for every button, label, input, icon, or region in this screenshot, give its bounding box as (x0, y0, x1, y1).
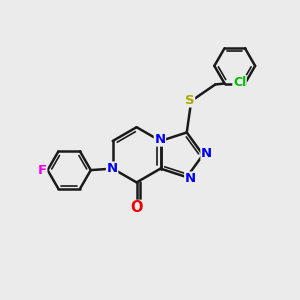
Text: N: N (154, 133, 166, 146)
Text: S: S (185, 94, 195, 107)
Text: N: N (201, 147, 212, 160)
Text: N: N (185, 172, 196, 185)
Text: O: O (130, 200, 143, 215)
Text: N: N (106, 162, 118, 175)
Text: F: F (38, 164, 47, 177)
Text: Cl: Cl (233, 76, 246, 88)
